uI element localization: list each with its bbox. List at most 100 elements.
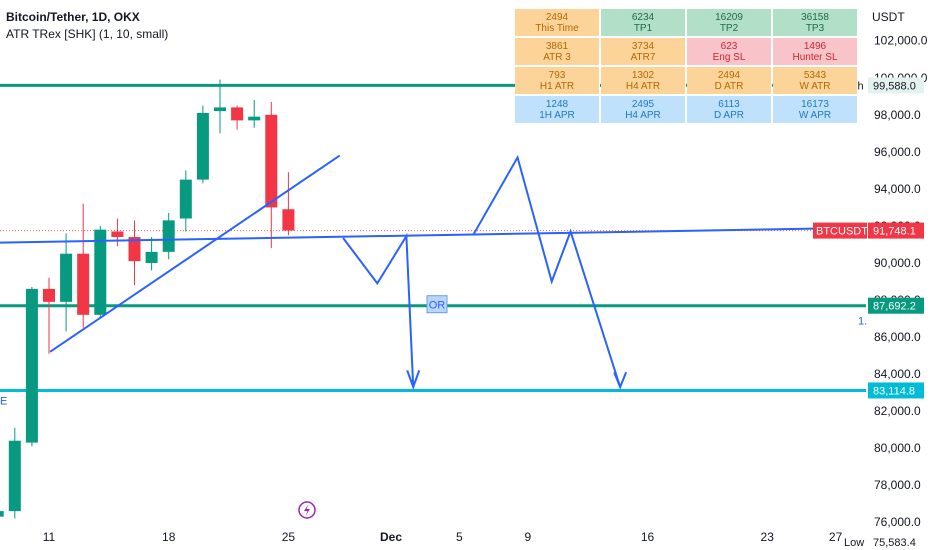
indicator-title[interactable]: ATR TRex [SHK] (1, 10, small) xyxy=(6,27,169,41)
candle-body[interactable] xyxy=(196,112,209,180)
table-cell-label: W ATR xyxy=(799,81,831,92)
table-cell-label: H4 APR xyxy=(625,110,661,121)
x-tick-label: 11 xyxy=(43,530,56,544)
table-cell: 6113 D APR xyxy=(687,96,772,124)
table-cell-label: H1 ATR xyxy=(539,81,575,92)
y-tick-label: 82,000.0 xyxy=(874,404,921,418)
table-cell: 16209 TP2 xyxy=(687,9,772,37)
table-cell-value: 2494 xyxy=(717,70,741,81)
table-cell-value: 6234 xyxy=(631,12,655,23)
y-tick-label: 84,000.0 xyxy=(874,367,921,381)
x-tick-label: 18 xyxy=(162,530,176,544)
candle-body[interactable] xyxy=(8,440,21,512)
table-cell-label: TP3 xyxy=(805,23,825,34)
candle-body[interactable] xyxy=(231,107,244,121)
high-price-tag: 99,588.0 xyxy=(873,80,916,92)
x-tick-label: Dec xyxy=(380,530,402,544)
x-tick-label: 16 xyxy=(641,530,655,544)
symbol-tag[interactable]: BTCUSDT xyxy=(816,226,868,238)
edge-mark-right: 1. xyxy=(858,316,867,328)
low-price-tag: 75,583.4 xyxy=(873,537,916,549)
y-tick-label: 76,000.0 xyxy=(874,515,921,529)
x-tick-label: 9 xyxy=(524,530,531,544)
candle-body[interactable] xyxy=(111,231,124,238)
or-annotation-box[interactable] xyxy=(426,295,448,314)
candle-body[interactable] xyxy=(43,288,55,302)
candle-body[interactable] xyxy=(265,114,278,208)
y-tick-label: 102,000.0 xyxy=(874,34,928,48)
candle-body[interactable] xyxy=(214,107,226,112)
lightning-bolt-icon xyxy=(304,504,310,516)
candle-body[interactable] xyxy=(128,237,141,262)
y-tick-label: 78,000.0 xyxy=(874,478,921,492)
candle-body[interactable] xyxy=(248,116,261,121)
projection-path-right[interactable] xyxy=(472,154,622,388)
high-price-tag-bg xyxy=(868,77,924,94)
table-cell-label: ATR7 xyxy=(630,52,656,63)
edge-mark-left: E xyxy=(0,395,7,407)
y-tick-label: 80,000.0 xyxy=(874,441,921,455)
support-line-drawing[interactable] xyxy=(0,226,867,244)
y-tick-label: 94,000.0 xyxy=(874,182,921,196)
arrowhead-right xyxy=(613,371,628,390)
level-price-tag-bg xyxy=(868,382,924,399)
table-cell-value: 3861 xyxy=(545,41,569,52)
table-cell: 6234 TP1 xyxy=(601,9,686,37)
y-tick-label: 98,000.0 xyxy=(874,108,921,122)
symbol-title[interactable]: Bitcoin/Tether, 1D, OKX xyxy=(6,10,140,24)
table-cell-value: 2494 xyxy=(545,12,569,23)
table-cell: 3734 ATR7 xyxy=(601,38,686,66)
low-label: Low xyxy=(844,537,864,549)
y-tick-label: 86,000.0 xyxy=(874,330,921,344)
candle-body[interactable] xyxy=(60,253,73,302)
table-cell: 1248 1H APR xyxy=(515,96,600,124)
symbol-tag-bg xyxy=(813,222,867,239)
table-cell-value: 623 xyxy=(720,41,738,52)
candle-body[interactable] xyxy=(162,220,175,252)
or-annotation-text[interactable]: OR xyxy=(429,300,446,312)
table-cell-value: 2495 xyxy=(631,99,655,110)
trendline-drawing[interactable] xyxy=(49,154,341,353)
table-cell-label: Hunter SL xyxy=(792,52,838,63)
table-cell-value: 793 xyxy=(548,70,566,81)
x-tick-label: 23 xyxy=(761,530,775,544)
projection-path-left[interactable] xyxy=(342,232,415,388)
table-cell: 16173 W APR xyxy=(773,96,858,124)
currency-label[interactable]: USDT xyxy=(872,10,905,24)
table-cell-label: W APR xyxy=(798,110,832,121)
table-cell-label: TP1 xyxy=(633,23,653,34)
candle-body[interactable] xyxy=(0,511,4,517)
table-cell: 36158 TP3 xyxy=(773,9,858,37)
table-cell-value: 16173 xyxy=(801,99,829,110)
table-cell: 623 Eng SL xyxy=(687,38,772,66)
table-cell-value: 6113 xyxy=(718,99,740,110)
table-cell-value: 36158 xyxy=(801,12,829,23)
candle-body[interactable] xyxy=(25,288,38,443)
candle-body[interactable] xyxy=(94,229,107,315)
table-cell-label: This Time xyxy=(535,23,579,34)
table-cell-label: H4 ATR xyxy=(625,81,661,92)
candle-body[interactable] xyxy=(179,179,192,219)
table-cell-label: TP2 xyxy=(719,23,739,34)
y-tick-label: 96,000.0 xyxy=(874,145,921,159)
table-cell-label: Eng SL xyxy=(712,52,746,63)
table-cell: 3861 ATR 3 xyxy=(515,38,600,66)
table-cell: 793 H1 ATR xyxy=(515,67,600,95)
table-cell: 5343 W ATR xyxy=(773,67,858,95)
x-tick-label: 27 xyxy=(829,530,843,544)
arrowhead-left xyxy=(406,370,421,390)
table-cell-value: 1302 xyxy=(631,70,655,81)
table-cell: 1302 H4 ATR xyxy=(601,67,686,95)
table-cell: 1496 Hunter SL xyxy=(773,38,858,66)
candle-body[interactable] xyxy=(145,251,158,263)
candle-body[interactable] xyxy=(282,209,295,231)
table-cell: 2494 D ATR xyxy=(687,67,772,95)
candle-body[interactable] xyxy=(77,253,90,315)
level-price-tag-bg xyxy=(868,297,924,314)
table-cell: 2494 This Time xyxy=(515,9,600,37)
x-tick-label: 5 xyxy=(456,530,463,544)
table-cell-value: 5343 xyxy=(803,70,827,81)
table-cell-label: ATR 3 xyxy=(543,52,571,63)
table-cell-label: 1H APR xyxy=(539,110,575,121)
